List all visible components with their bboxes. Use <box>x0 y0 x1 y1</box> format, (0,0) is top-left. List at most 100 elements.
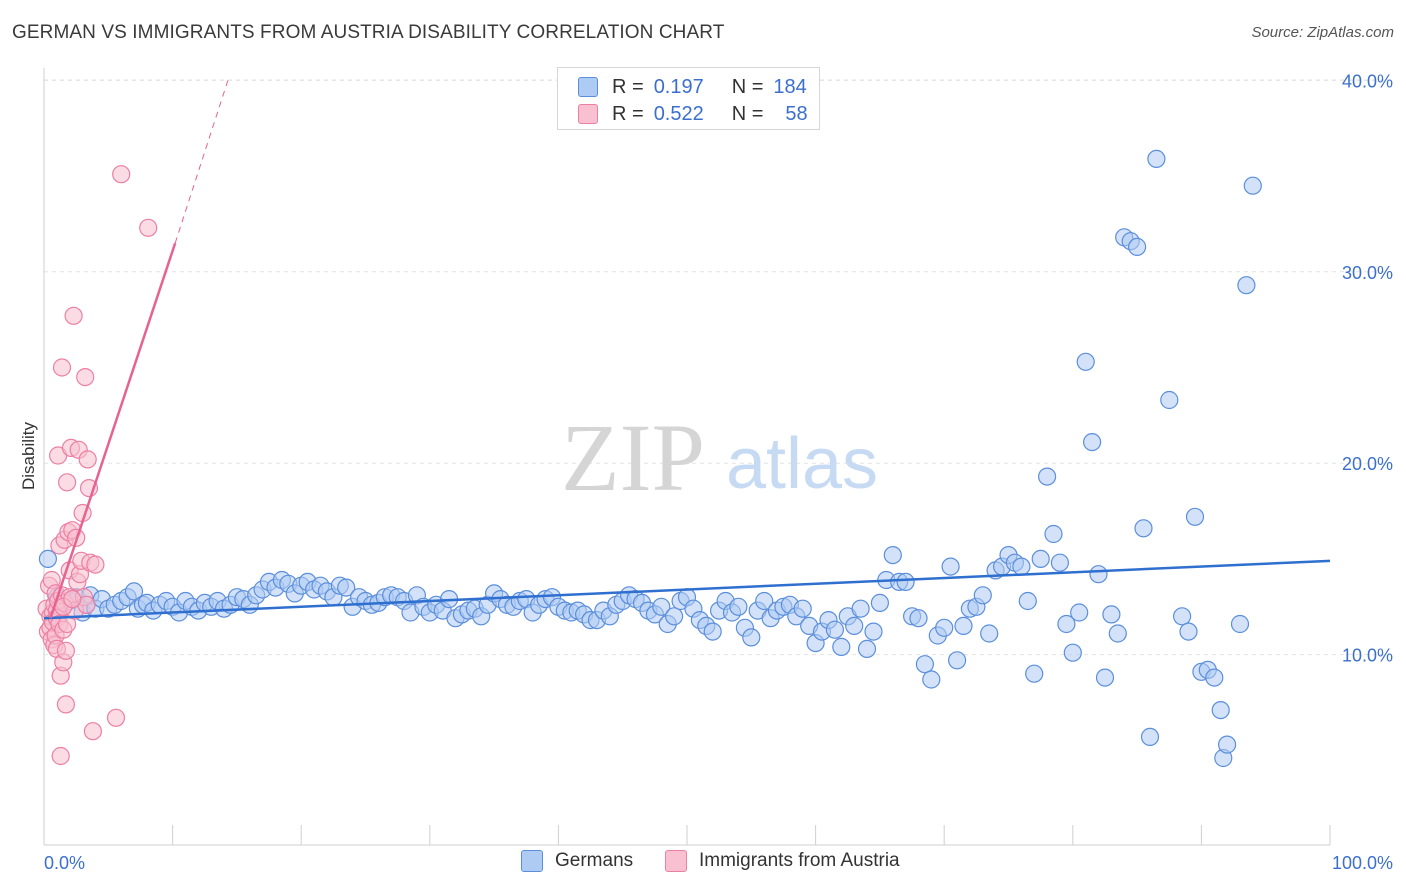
germans-point <box>1070 603 1089 622</box>
germans-point <box>1230 614 1250 634</box>
legend-n-label: N = <box>731 102 764 125</box>
austria-point <box>112 165 131 184</box>
germans-point <box>1076 352 1095 371</box>
germans-point <box>337 578 356 597</box>
germans-point <box>742 628 761 647</box>
austria-point <box>64 306 83 325</box>
germans-points <box>38 149 1262 768</box>
watermark: ZIP atlas <box>561 404 878 511</box>
y-tick-label: 10.0% <box>1342 646 1393 666</box>
germans-point <box>1057 614 1076 634</box>
germans-point <box>1237 276 1256 295</box>
germans-point <box>1108 624 1127 643</box>
germans-point <box>832 637 851 657</box>
germans-point <box>652 597 671 616</box>
germans-point <box>1140 727 1160 747</box>
germans-point <box>1179 622 1198 641</box>
germans-point <box>1205 668 1224 687</box>
x-tick-label: 100.0% <box>1332 853 1393 873</box>
austria-point <box>57 614 77 634</box>
germans-point <box>1082 433 1102 452</box>
legend-r-label: R = <box>612 102 644 125</box>
legend-r-label: R = <box>612 75 644 98</box>
germans-point <box>1147 149 1166 168</box>
germans-point <box>1102 605 1121 624</box>
legend-n-value: 184 <box>773 75 807 98</box>
austria-point <box>57 473 77 492</box>
legend-label-germans: Germans <box>555 850 634 871</box>
germans-point <box>1063 643 1082 662</box>
germans-point <box>896 572 915 592</box>
austria-point <box>56 641 76 660</box>
germans-trend-line <box>43 559 1331 620</box>
austria-trend-line <box>49 242 177 619</box>
germans-point <box>1095 668 1115 687</box>
germans-point <box>922 670 941 689</box>
germans-point <box>864 622 883 641</box>
germans-point <box>1243 176 1262 195</box>
germans-point <box>1134 519 1153 538</box>
austria-point <box>83 722 103 741</box>
germans-point <box>703 622 722 641</box>
germans-point <box>915 655 935 674</box>
germans-point <box>1185 507 1205 526</box>
y-tick-label: 40.0% <box>1342 71 1393 91</box>
germans-point <box>1217 735 1237 754</box>
austria-point <box>51 746 70 766</box>
germans-point <box>947 651 967 670</box>
chart-title: GERMAN VS IMMIGRANTS FROM AUSTRIA DISABI… <box>12 22 725 43</box>
watermark-atlas: atlas <box>726 424 878 504</box>
grid <box>44 79 1390 656</box>
germans-point <box>1031 549 1050 569</box>
y-tick-label: 20.0% <box>1342 454 1393 474</box>
legend-n-label: N = <box>731 75 764 98</box>
germans-point <box>1172 607 1192 626</box>
germans-point <box>941 557 960 576</box>
germans-point <box>825 620 845 639</box>
germans-point <box>954 616 973 636</box>
germans-point <box>1018 591 1037 611</box>
germans-point <box>870 593 890 613</box>
germans-point <box>1037 467 1057 486</box>
germans-point <box>1012 557 1031 576</box>
austria-swatch <box>578 104 598 124</box>
legend-item-germans[interactable]: Germans <box>521 850 633 872</box>
germans-point <box>935 618 954 637</box>
germans-point <box>729 597 748 616</box>
legend-r-value: 0.197 <box>653 75 704 98</box>
austria-point <box>56 695 76 714</box>
germans-point <box>851 599 870 618</box>
legend-row-germans: R = 0.197 N = 184 <box>578 74 807 100</box>
germans-point <box>909 609 928 628</box>
austria-point <box>139 218 158 237</box>
series-legend: Germans Immigrants from Austria <box>0 850 1406 878</box>
trend-lines <box>43 80 1331 620</box>
watermark-zip: ZIP <box>561 404 705 511</box>
germans-point <box>793 599 812 618</box>
austria-point <box>86 555 105 574</box>
legend-n-value: 58 <box>785 102 808 125</box>
legend-row-austria: R = 0.522 N = 58 <box>578 101 808 127</box>
austria-point <box>76 368 95 387</box>
correlation-legend: R = 0.197 N = 184 R = 0.522 N = 58 <box>557 67 820 130</box>
austria-point <box>106 708 126 727</box>
axes <box>43 68 1331 846</box>
germans-point <box>1050 553 1070 572</box>
germans-point <box>1211 700 1230 720</box>
y-axis-label: Disability <box>19 421 38 490</box>
austria-points <box>37 165 158 766</box>
austria-swatch <box>665 850 687 872</box>
germans-point <box>755 591 774 611</box>
germans-point <box>1160 390 1179 410</box>
germans-point <box>1127 237 1147 256</box>
austria-trend-extension <box>174 80 229 244</box>
germans-point <box>883 545 902 565</box>
germans-swatch <box>521 850 543 872</box>
germans-point <box>664 607 684 626</box>
austria-point <box>52 358 72 377</box>
germans-swatch <box>578 77 598 97</box>
legend-item-austria[interactable]: Immigrants from Austria <box>665 850 900 872</box>
germans-point <box>1044 524 1063 544</box>
germans-point <box>124 582 144 601</box>
